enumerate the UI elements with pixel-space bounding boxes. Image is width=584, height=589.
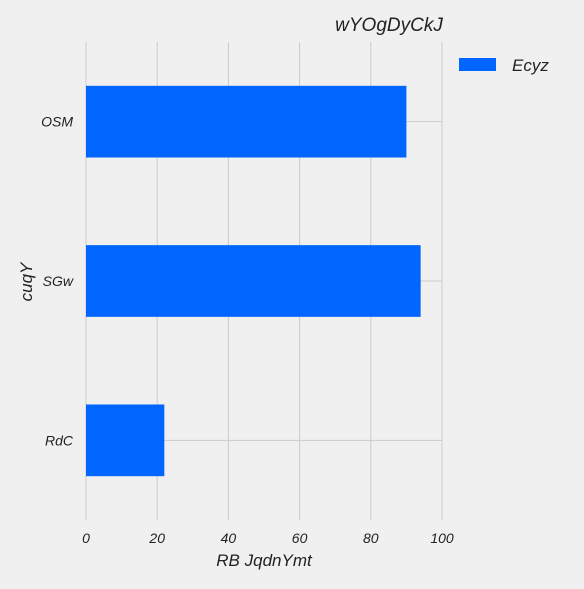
x-tick-label: 20 — [148, 530, 165, 546]
x-tick-label: 0 — [82, 530, 90, 546]
x-axis-label: RB JqdnYmt — [216, 551, 313, 570]
y-tick-label: RdC — [45, 432, 74, 448]
y-axis-label: cuqY — [17, 261, 36, 301]
x-tick-label: 60 — [292, 530, 308, 546]
tick-labels: 0 20 40 60 80 100 OSM SGw RdC — [41, 114, 454, 546]
bar-sgw — [86, 245, 421, 317]
legend-label-ecyz: Ecyz — [512, 56, 549, 75]
bar-rdc — [86, 404, 165, 477]
bars — [86, 85, 421, 477]
legend: Ecyz — [459, 56, 549, 75]
y-tick-label: SGw — [43, 273, 74, 289]
y-tick-label: OSM — [41, 114, 73, 130]
bar-osm — [86, 85, 407, 158]
legend-swatch-ecyz — [459, 58, 496, 71]
x-tick-label: 100 — [430, 530, 454, 546]
x-tick-label: 80 — [363, 530, 379, 546]
chart-title: wYOgDyCkJ — [335, 15, 443, 36]
x-tick-label: 40 — [221, 530, 237, 546]
